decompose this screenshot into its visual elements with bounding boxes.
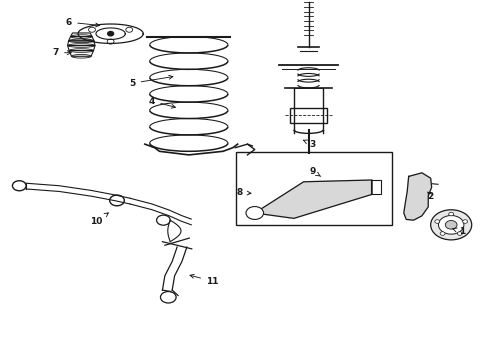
Text: 11: 11 [190, 274, 219, 285]
Circle shape [445, 221, 457, 229]
Bar [236, 152, 392, 225]
Text: 8: 8 [237, 188, 251, 197]
Text: 7: 7 [53, 48, 71, 57]
Text: 5: 5 [129, 75, 173, 88]
Polygon shape [404, 173, 432, 220]
Text: 3: 3 [303, 140, 316, 149]
Circle shape [108, 32, 114, 36]
Polygon shape [255, 180, 372, 219]
Circle shape [463, 220, 467, 223]
Circle shape [435, 220, 440, 223]
Bar [371, 180, 381, 194]
Text: 1: 1 [453, 228, 466, 237]
Circle shape [246, 207, 264, 220]
Circle shape [449, 212, 454, 216]
Circle shape [431, 210, 472, 240]
Text: 6: 6 [66, 18, 99, 27]
Circle shape [457, 232, 462, 235]
Circle shape [440, 232, 445, 235]
Text: 10: 10 [90, 213, 108, 226]
Circle shape [439, 216, 464, 234]
Text: 9: 9 [309, 167, 321, 176]
Text: 2: 2 [428, 192, 434, 201]
Text: 4: 4 [149, 96, 175, 108]
